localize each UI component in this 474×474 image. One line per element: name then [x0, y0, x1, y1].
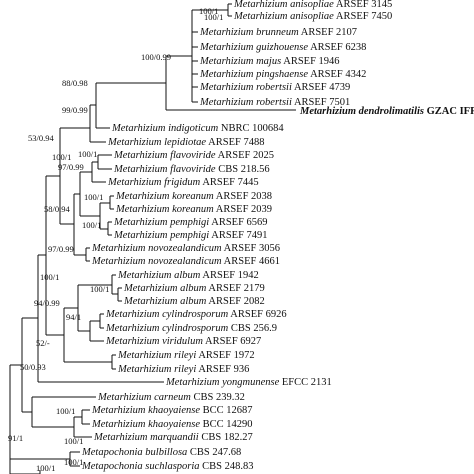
- support-label: 91/1: [8, 433, 23, 443]
- taxon-label: Metarhizium album ARSEF 1942: [117, 270, 259, 281]
- support-label: 100/1: [82, 220, 101, 230]
- taxon-label: Metarhizium cylindrosporum CBS 256.9: [105, 323, 277, 334]
- support-label: 100/0.99: [141, 52, 171, 62]
- taxon-labels: Metarhizium anisopliae ARSEF 3145 Metarh…: [81, 0, 474, 472]
- branch: [9, 364, 70, 474]
- branch: [10, 470, 41, 474]
- branch: [89, 104, 106, 143]
- taxon-label-new-species: Metarhizium dendrolimatilis GZAC IFR1006: [299, 106, 474, 117]
- branch: [45, 175, 64, 336]
- support-label: 100/1: [64, 436, 83, 446]
- support-label: 100/1: [199, 6, 218, 16]
- taxon-label: Metarhizium khaoyaiense BCC 12687: [91, 405, 253, 416]
- taxon-label: Metarhizium novozealandicum ARSEF 3056: [91, 243, 280, 254]
- support-values: 100/1 100/1 100/0.99 88/0.98 99/0.99 53/…: [8, 6, 223, 473]
- branch: [89, 320, 104, 342]
- branch: [85, 247, 90, 262]
- taxon-label: Metarhizium anisopliae ARSEF 3145: [233, 0, 392, 10]
- taxon-label: Metarhizium brunneum ARSEF 2107: [199, 27, 357, 38]
- taxon-label: Metarhizium rileyi ARSEF 936: [117, 364, 249, 375]
- taxon-label: Metarhizium novozealandicum ARSEF 4661: [91, 256, 280, 267]
- support-label: 100/1: [90, 284, 109, 294]
- tree-branches: [9, 3, 296, 474]
- taxon-label: Metarhizium carneum CBS 239.32: [97, 392, 245, 403]
- support-label: 100/1: [204, 12, 223, 22]
- taxon-label: Metarhizium pemphigi ARSEF 6569: [113, 217, 268, 228]
- taxon-label: Metarhizium yongmunense EFCC 2131: [165, 377, 332, 388]
- taxon-label: Metarhizium pingshaense ARSEF 4342: [199, 69, 366, 80]
- support-label: 58/0.94: [44, 204, 70, 214]
- support-label: 97/0.99: [58, 162, 84, 172]
- taxon-label: Metarhizium anisopliae ARSEF 7450: [233, 11, 392, 22]
- taxon-label: Metarhizium cylindrosporum ARSEF 6926: [105, 309, 287, 320]
- taxon-label: Metarhizium rileyi ARSEF 1972: [117, 350, 255, 361]
- support-label: 100/1: [78, 149, 97, 159]
- taxon-label: Metarhizium khaoyaiense BCC 14290: [91, 419, 253, 430]
- taxon-label: Metarhizium koreanum ARSEF 2039: [115, 204, 272, 215]
- branch: [99, 313, 104, 329]
- taxon-label: Metarhizium marquandii CBS 182.27: [93, 432, 253, 443]
- support-label: 100/1: [56, 406, 75, 416]
- branch: [73, 416, 92, 438]
- taxon-label: Metarhizium album ARSEF 2082: [123, 296, 265, 307]
- branch: [97, 154, 112, 170]
- support-label: 94/1: [66, 312, 81, 322]
- taxon-label: Metarhizium indigoticum NBRC 100684: [111, 123, 284, 134]
- branch: [107, 221, 112, 236]
- support-label: 100/1: [52, 152, 71, 162]
- support-label: 94/0.99: [34, 298, 60, 308]
- support-label: 97/0.99: [48, 244, 74, 254]
- taxon-label: Metapochonia suchlasporia CBS 248.83: [81, 461, 254, 472]
- support-label: 100/1: [84, 192, 103, 202]
- taxon-label: Metarhizium flavoviride ARSEF 2025: [113, 150, 274, 161]
- branch: [81, 409, 90, 425]
- support-label: 99/0.99: [62, 105, 88, 115]
- taxon-label: Metarhizium album ARSEF 2179: [123, 283, 265, 294]
- support-label: 53/0.94: [28, 133, 54, 143]
- branch: [109, 195, 114, 210]
- taxon-label: Metarhizium robertsii ARSEF 4739: [199, 82, 350, 93]
- support-label: 100/1: [36, 463, 55, 473]
- taxon-label: Metarhizium viridulum ARSEF 6927: [105, 336, 261, 347]
- taxon-label: Metapochonia bulbillosa CBS 247.68: [81, 447, 241, 458]
- support-label: 50/0.93: [20, 362, 46, 372]
- taxon-label: Metarhizium pemphigi ARSEF 7491: [113, 230, 268, 241]
- support-label: 100/1: [40, 272, 59, 282]
- taxon-label: Metarhizium robertsii ARSEF 7501: [199, 97, 350, 108]
- branch: [117, 287, 122, 302]
- support-label: 100/1: [64, 457, 83, 467]
- branch: [95, 82, 166, 129]
- taxon-label: Metarhizium majus ARSEF 1946: [199, 56, 340, 67]
- support-label: 52/-: [36, 338, 50, 348]
- taxon-label: Metarhizium guizhouense ARSEF 6238: [199, 42, 366, 53]
- taxon-label: Metarhizium flavoviride CBS 218.56: [113, 164, 270, 175]
- branch: [111, 354, 116, 370]
- taxon-label: Metarhizium lepidiotae ARSEF 7488: [107, 137, 264, 148]
- branch: [227, 3, 232, 17]
- taxon-label: Metarhizium koreanum ARSEF 2038: [115, 191, 272, 202]
- taxon-label: Metarhizium frigidum ARSEF 7445: [107, 177, 259, 188]
- support-label: 88/0.98: [62, 78, 88, 88]
- branch: [91, 161, 106, 183]
